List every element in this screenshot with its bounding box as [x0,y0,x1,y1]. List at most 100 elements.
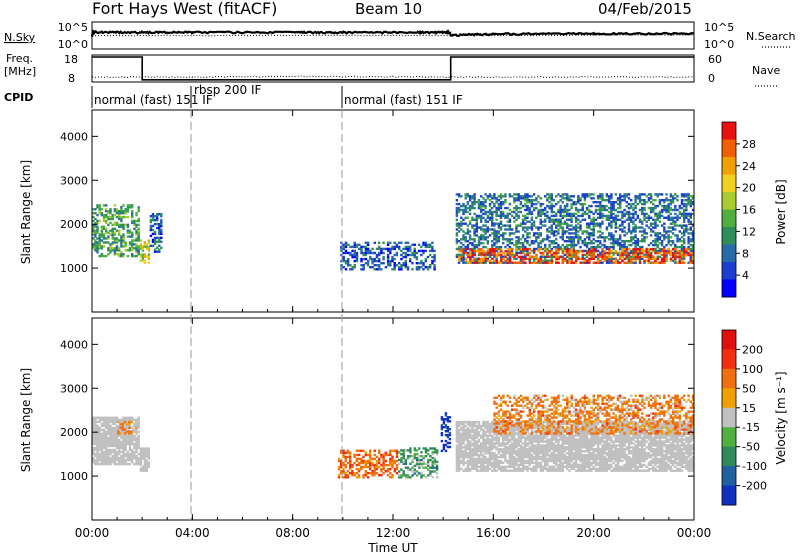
cpid-segment-3: normal (fast) 151 IF [344,93,463,107]
colorbar-swatch [722,227,736,245]
xaxis-label: Time UT [367,541,418,554]
colorbar-swatch [722,279,736,298]
velocity-scatter-cells [92,394,695,479]
date-label: 04/Feb/2015 [598,0,692,18]
data-region-5 [398,447,439,479]
velocity-ylabel: Slant Range [km] [19,368,33,472]
cpid-row: CPID normal (fast) 151 IF rbsp 200 IF no… [4,83,463,108]
cpid-segment-2: rbsp 200 IF [194,83,261,97]
colorbar-swatch [722,485,736,506]
colorbar-swatch [722,262,736,280]
data-region-2 [139,239,151,264]
data-region-2 [117,420,138,435]
power-colorbar: 28 24 20 16 12 8 4 Power [dB] [721,121,788,298]
data-region-4 [340,241,436,271]
freq-label-2: [MHz] [4,65,36,78]
freq-tick-lo: 8 [68,72,75,85]
y-tick-label: 2000 [60,426,88,439]
nave-tick-hi: 60 [708,53,722,66]
x-tick-label: 16:00 [476,526,511,540]
data-region-3 [139,447,151,472]
colorbar-tick-label: 20 [742,182,756,195]
colorbar-tick-label: 12 [742,225,756,238]
nave-tick-lo: 0 [708,72,715,85]
station-title: Fort Hays West (fitACF) [92,0,277,18]
y-tick-label: 2000 [60,218,88,231]
time-axis: 00:00 04:00 08:00 12:00 16:00 20:00 00:00 [75,110,712,540]
colorbar-swatch [722,192,736,210]
noise-tick-lo-left: 10^0 [58,38,88,51]
power-y-axis: 1000 2000 3000 4000 [60,130,694,275]
y-tick-label: 3000 [60,174,88,187]
nsearch-label: N.Search [746,30,796,43]
nave-series-line [91,75,695,79]
colorbar-tick-label: 4 [742,269,749,282]
colorbar-tick-label: -50 [742,441,760,454]
frequency-series-line [92,56,694,81]
colorbar-swatch [722,244,736,263]
data-region-1 [92,204,140,258]
velocity-panel: 1000 2000 3000 4000 Slant Range [km] [19,317,695,521]
colorbar-swatch [722,209,736,228]
cpid-separator-lines [190,110,343,520]
cpid-label: CPID [4,91,33,104]
frequency-panel: Freq. [MHz] 18 8 60 0 Nave [4,52,780,87]
noise-tick-hi-left: 10^5 [58,21,88,34]
freq-label-1: Freq. [6,52,33,65]
colorbar-tick-label: -200 [742,480,767,493]
colorbar-tick-label: -15 [742,421,760,434]
velocity-colorbar-label: Velocity [m s⁻¹] [774,371,788,464]
colorbar-swatch [722,446,736,467]
nsky-series-line [90,29,695,38]
x-tick-label: 08:00 [275,526,310,540]
noise-panel: N.Sky 10^5 10^0 10^5 10^0 N.Search [4,21,796,51]
power-ylabel: Slant Range [km] [19,160,33,264]
y-tick-label: 3000 [60,382,88,395]
y-tick-label: 1000 [60,262,88,275]
colorbar-swatch [722,139,736,158]
colorbar-swatch [722,122,736,140]
y-tick-label: 4000 [60,338,88,351]
x-tick-label: 04:00 [175,526,210,540]
noise-tick-hi-right: 10^5 [704,21,734,34]
colorbar-swatch [722,349,736,370]
velocity-y-axis: 1000 2000 3000 4000 [60,338,694,483]
colorbar-tick-label: 24 [742,160,756,173]
nave-label: Nave [752,64,780,77]
nsky-label: N.Sky [4,31,36,44]
data-region-7 [455,420,695,472]
noise-tick-lo-right: 10^0 [704,38,734,51]
data-region-4 [337,449,399,479]
cpid-segment-1: normal (fast) 151 IF [94,93,213,107]
colorbar-swatch [722,466,736,487]
nsearch-series-line [91,34,695,37]
velocity-colorbar: 200 100 50 15 -15 -50 -100 -200 Velocity [m s⁻¹… [721,329,788,506]
x-tick-label: 12:00 [376,526,411,540]
colorbar-swatch [722,157,736,175]
colorbar-swatch [722,174,736,193]
data-region-8 [493,394,695,435]
y-tick-label: 1000 [60,470,88,483]
x-tick-label: 20:00 [576,526,611,540]
colorbar-tick-label: 50 [742,382,756,395]
colorbar-tick-label: 100 [742,363,763,376]
power-scatter-cells [92,193,695,271]
colorbar-tick-label: 15 [742,402,756,415]
colorbar-tick-label: 16 [742,204,756,217]
colorbar-tick-label: 200 [742,343,763,356]
data-region-1 [92,416,140,466]
beam-label: Beam 10 [355,0,422,18]
colorbar-swatch [722,427,736,448]
colorbar-tick-label: 8 [742,247,749,260]
colorbar-swatch [722,388,736,409]
freq-tick-hi: 18 [64,53,78,66]
y-tick-label: 4000 [60,130,88,143]
x-tick-label: 00:00 [677,526,712,540]
colorbar-swatch [722,368,736,389]
colorbar-swatch [722,407,736,428]
power-panel: 1000 2000 3000 4000 Slant Range [km] [19,109,695,313]
x-tick-label: 00:00 [75,526,110,540]
data-region-6 [440,412,452,453]
colorbar-tick-label: 28 [742,138,756,151]
